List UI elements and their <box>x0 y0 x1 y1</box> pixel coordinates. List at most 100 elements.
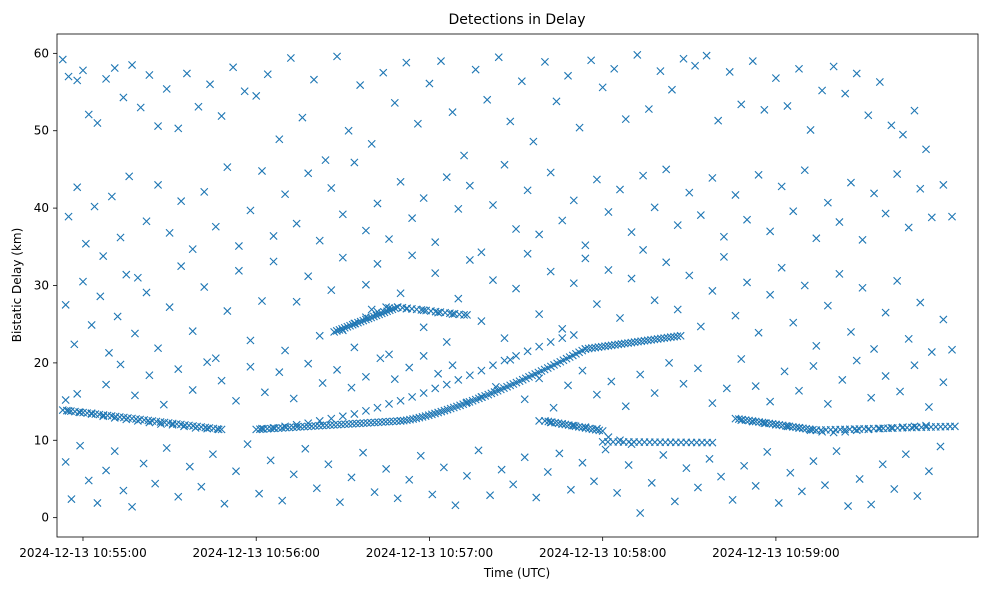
y-axis-label: Bistatic Delay (km) <box>10 228 24 343</box>
data-point-37 <box>437 57 445 66</box>
data-point-381 <box>419 306 428 315</box>
data-point-372 <box>823 399 832 408</box>
data-point-606 <box>597 342 606 351</box>
data-point-163 <box>87 320 96 329</box>
data-point-507 <box>274 424 283 433</box>
data-point-243 <box>84 476 93 485</box>
data-point-225 <box>789 318 798 327</box>
data-point-728 <box>788 422 797 431</box>
data-point-128 <box>592 175 601 184</box>
data-point-412 <box>373 403 382 412</box>
data-point-215 <box>673 305 682 314</box>
data-point-633 <box>335 325 344 334</box>
data-point-200 <box>500 334 509 343</box>
data-point-550 <box>424 411 433 420</box>
data-point-195 <box>442 338 451 346</box>
data-point-196 <box>454 294 463 303</box>
data-point-275 <box>439 463 448 472</box>
data-point-724 <box>775 420 784 429</box>
data-point-715 <box>744 416 753 425</box>
data-point-287 <box>578 458 587 467</box>
data-point-205 <box>558 324 567 333</box>
data-point-716 <box>748 417 757 426</box>
data-point-358 <box>621 402 630 411</box>
data-point-380 <box>939 378 948 387</box>
data-point-687 <box>595 426 604 435</box>
data-point-150 <box>846 178 855 187</box>
data-point-34 <box>402 58 411 67</box>
data-point-453 <box>841 427 850 436</box>
data-point-511 <box>289 423 298 432</box>
data-point-545 <box>409 415 418 424</box>
data-point-733 <box>805 425 814 434</box>
data-point-505 <box>267 424 276 433</box>
data-point-159 <box>948 212 957 221</box>
data-point-250 <box>151 479 160 488</box>
data-point-456 <box>875 424 884 433</box>
data-point-729 <box>792 423 801 432</box>
data-point-165 <box>104 348 113 357</box>
data-point-346 <box>448 361 457 370</box>
data-point-60 <box>702 51 711 60</box>
data-point-112 <box>408 214 417 223</box>
data-point-279 <box>486 491 495 500</box>
data-point-160 <box>61 300 70 309</box>
data-point-181 <box>281 346 290 355</box>
data-point-244 <box>93 498 102 507</box>
data-point-324 <box>130 391 139 400</box>
data-point-313 <box>878 460 887 469</box>
data-point-288 <box>590 477 598 486</box>
data-point-93 <box>188 245 197 254</box>
data-point-81 <box>73 183 82 192</box>
data-point-172 <box>177 262 186 271</box>
data-point-501 <box>252 425 261 434</box>
data-point-220 <box>731 311 740 320</box>
data-point-615 <box>627 338 636 347</box>
data-point-631 <box>330 327 339 336</box>
data-point-119 <box>488 201 497 210</box>
data-point-59 <box>691 61 700 70</box>
data-point-644 <box>364 314 373 323</box>
data-point-267 <box>347 473 356 482</box>
data-point-173 <box>188 327 197 336</box>
data-point-157 <box>927 213 936 222</box>
data-point-301 <box>740 461 749 470</box>
data-point-191 <box>396 289 405 298</box>
data-point-206 <box>569 279 578 288</box>
data-point-133 <box>650 203 659 212</box>
data-point-40 <box>471 65 480 74</box>
data-point-87 <box>125 172 134 181</box>
data-point-343 <box>405 363 414 372</box>
data-point-355 <box>578 366 587 375</box>
data-point-141 <box>743 215 752 224</box>
data-point-184 <box>315 331 324 340</box>
data-point-1 <box>64 72 73 81</box>
data-point-306 <box>797 487 806 496</box>
data-point-378 <box>910 361 919 370</box>
data-point-249 <box>139 459 148 468</box>
data-point-266 <box>335 498 344 507</box>
data-point-454 <box>852 426 861 435</box>
data-point-245 <box>102 466 111 475</box>
data-point-316 <box>913 491 922 500</box>
data-point-640 <box>353 318 362 327</box>
data-point-652 <box>385 306 394 315</box>
data-point-732 <box>802 424 811 433</box>
data-point-74 <box>864 111 873 120</box>
y-tick-label-3: 30 <box>34 279 49 293</box>
data-point-117 <box>465 181 474 190</box>
data-point-170 <box>154 344 163 353</box>
data-point-227 <box>812 341 821 350</box>
data-point-62 <box>725 67 734 76</box>
data-point-264 <box>312 484 321 493</box>
data-point-653 <box>388 305 397 314</box>
data-point-2 <box>73 76 82 85</box>
data-point-152 <box>870 189 879 198</box>
data-point-186 <box>338 253 347 262</box>
data-point-21 <box>252 91 261 100</box>
data-point-124 <box>546 168 555 177</box>
data-point-642 <box>359 316 368 325</box>
data-point-533 <box>370 418 379 427</box>
data-point-23 <box>275 135 284 144</box>
data-point-620 <box>643 336 652 345</box>
